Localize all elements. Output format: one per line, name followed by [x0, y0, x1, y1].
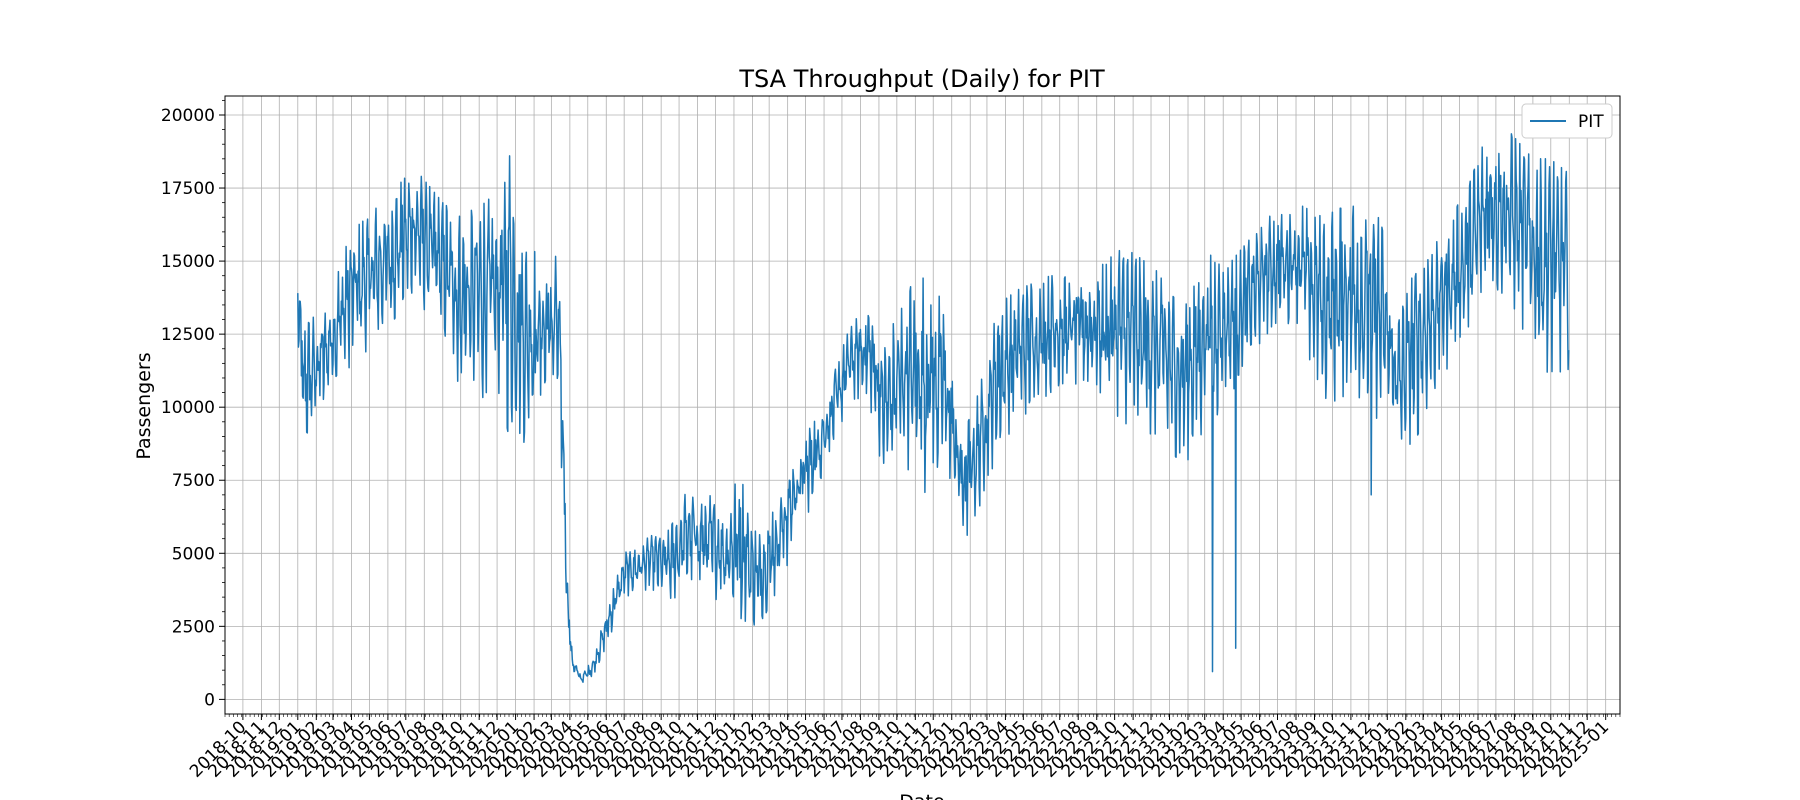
y-axis-label: Passengers — [133, 352, 155, 459]
chart-title: TSA Throughput (Daily) for PIT — [738, 65, 1105, 93]
y-tick-label: 20000 — [161, 106, 215, 126]
series-layer — [297, 133, 1570, 683]
x-axis-label: Date — [899, 791, 944, 800]
x-axis: 2018-102018-112018-122019-012019-022019-… — [186, 714, 1621, 782]
y-tick-label: 15000 — [161, 252, 215, 272]
y-tick-label: 10000 — [161, 398, 215, 418]
y-tick-label: 12500 — [161, 325, 215, 345]
legend-label-pit: PIT — [1578, 112, 1604, 132]
y-tick-label: 2500 — [172, 617, 215, 637]
y-tick-label: 17500 — [161, 179, 215, 199]
y-axis: 0 2500 5000 7500 10000 12500 15000 17500 20000 — [161, 99, 225, 710]
y-tick-label: 0 — [204, 690, 215, 710]
legend-box — [1521, 103, 1613, 139]
grid-lines — [225, 96, 1620, 714]
y-tick-label: 5000 — [172, 544, 215, 564]
legend: PIT — [1521, 103, 1613, 139]
series-line-pit — [297, 133, 1570, 683]
y-tick-label: 7500 — [172, 471, 215, 491]
